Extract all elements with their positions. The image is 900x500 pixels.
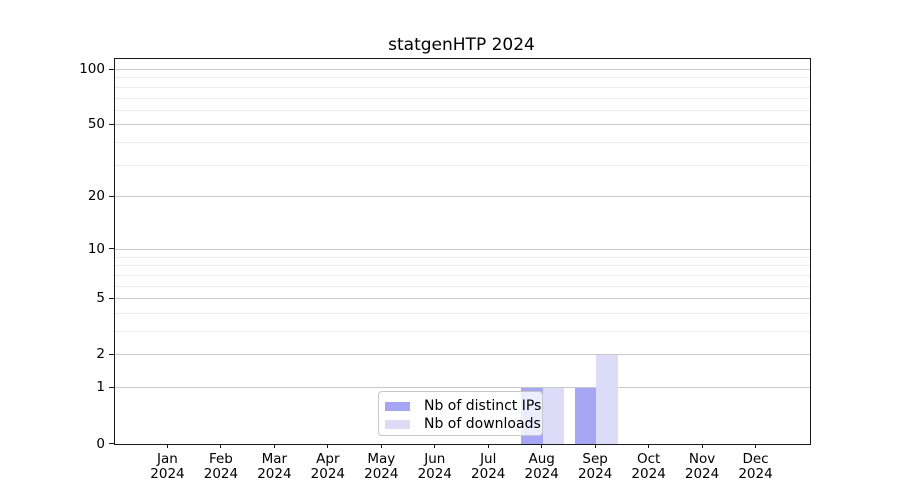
gridline-minor <box>115 142 810 144</box>
x-tick-label: Jun 2024 <box>407 450 463 482</box>
bar-downloads <box>542 387 565 444</box>
x-tick-year: 2024 <box>738 465 773 482</box>
x-tick-year: 2024 <box>364 465 399 482</box>
x-tick-month: Sep <box>582 450 608 467</box>
gridline-minor <box>115 274 810 276</box>
y-tick-label: 0 <box>96 435 105 452</box>
x-tick-mark <box>434 443 436 448</box>
x-tick-year: 2024 <box>257 465 292 482</box>
legend-item-distinct-ips: Nb of distinct IPs <box>385 397 542 415</box>
gridline-major <box>115 354 810 356</box>
legend-swatch-distinct-ips-icon <box>385 401 410 411</box>
legend: Nb of distinct IPs Nb of downloads <box>378 391 543 436</box>
y-tick-label: 50 <box>87 116 105 133</box>
y-tick-mark <box>109 68 114 70</box>
x-tick-month: Oct <box>636 450 661 467</box>
gridline-major <box>115 387 810 389</box>
gridline-major <box>115 298 810 300</box>
x-tick-year: 2024 <box>524 465 559 482</box>
x-tick-year: 2024 <box>471 465 506 482</box>
gridline-minor <box>115 331 810 333</box>
x-tick-month: May <box>367 450 396 467</box>
x-tick-year: 2024 <box>310 465 346 482</box>
gridline-minor <box>115 86 810 88</box>
y-tick-label: 5 <box>96 290 105 307</box>
x-tick-year: 2024 <box>684 465 720 482</box>
y-tick-mark <box>109 195 114 197</box>
x-tick-month: Nov <box>688 450 716 467</box>
x-tick-month: Dec <box>742 450 769 467</box>
x-tick-month: Feb <box>208 450 233 467</box>
x-tick-mark <box>648 443 650 448</box>
bar-distinct-ips <box>574 387 597 444</box>
gridline-minor <box>115 256 810 258</box>
x-tick-label: Mar 2024 <box>246 450 302 482</box>
x-tick-mark <box>541 443 543 448</box>
gridline-minor <box>115 77 810 79</box>
y-tick-label: 2 <box>96 346 105 363</box>
legend-item-downloads: Nb of downloads <box>385 415 542 433</box>
x-tick-label: Sep 2024 <box>567 450 623 482</box>
y-tick-mark <box>109 443 114 444</box>
x-tick-mark <box>755 443 757 448</box>
y-tick-label: 100 <box>79 61 105 78</box>
x-tick-year: 2024 <box>577 465 613 482</box>
gridline-minor <box>115 285 810 287</box>
y-tick-label: 10 <box>87 240 105 257</box>
y-tick-mark <box>109 123 114 125</box>
legend-label-downloads: Nb of downloads <box>424 416 541 432</box>
x-tick-month: Jan <box>157 450 178 467</box>
x-tick-mark <box>487 443 489 448</box>
gridline-major <box>115 124 810 126</box>
x-tick-mark <box>594 443 596 448</box>
x-tick-mark <box>380 443 382 448</box>
bar-downloads <box>596 354 618 444</box>
x-tick-month: Mar <box>261 450 288 467</box>
gridline-minor <box>115 164 810 166</box>
x-tick-month: Apr <box>316 450 340 467</box>
x-tick-month: Aug <box>528 450 555 467</box>
x-tick-year: 2024 <box>417 465 452 482</box>
x-tick-year: 2024 <box>631 465 666 482</box>
x-tick-mark <box>166 443 168 448</box>
y-tick-mark <box>109 386 114 388</box>
x-tick-mark <box>327 443 329 448</box>
x-tick-year: 2024 <box>150 465 185 482</box>
x-tick-mark <box>273 443 275 448</box>
gridline-minor <box>115 265 810 267</box>
gridline-minor <box>115 312 810 314</box>
chart-title: statgenHTP 2024 <box>388 35 535 55</box>
x-tick-mark <box>701 443 703 448</box>
x-tick-month: Jun <box>424 450 446 467</box>
x-tick-month: Jul <box>480 450 497 467</box>
gridline-minor <box>115 97 810 99</box>
x-tick-label: Dec 2024 <box>728 450 784 482</box>
gridline-minor <box>115 109 810 111</box>
y-tick-label: 20 <box>87 188 105 205</box>
x-tick-label: Jan 2024 <box>139 450 195 482</box>
x-tick-label: May 2024 <box>353 450 409 482</box>
y-tick-mark <box>109 248 114 250</box>
legend-swatch-downloads-icon <box>385 419 410 429</box>
gridline-major <box>115 69 810 71</box>
x-tick-label: Nov 2024 <box>674 450 730 482</box>
legend-label-distinct-ips: Nb of distinct IPs <box>424 398 542 414</box>
x-tick-label: Aug 2024 <box>514 450 570 482</box>
y-tick-mark <box>109 297 114 299</box>
y-tick-label: 1 <box>96 379 105 396</box>
gridline-major <box>115 196 810 198</box>
y-tick-mark <box>109 353 114 355</box>
x-tick-mark <box>220 443 222 448</box>
plot-area <box>114 58 811 445</box>
gridline-major <box>115 248 810 250</box>
x-tick-label: Apr 2024 <box>300 450 356 482</box>
x-tick-label: Oct 2024 <box>621 450 677 482</box>
x-tick-label: Jul 2024 <box>460 450 516 482</box>
x-tick-year: 2024 <box>203 465 239 482</box>
x-tick-label: Feb 2024 <box>193 450 249 482</box>
